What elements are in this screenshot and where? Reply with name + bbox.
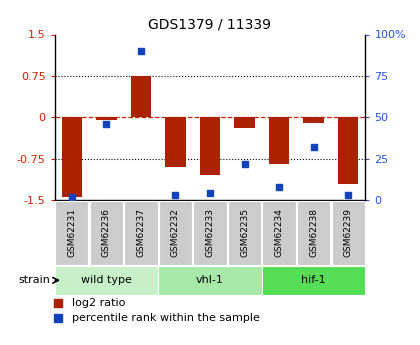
Point xyxy=(54,316,61,321)
Point xyxy=(138,48,144,54)
Bar xyxy=(262,201,296,265)
Bar xyxy=(96,117,117,120)
Point xyxy=(103,121,110,127)
Bar xyxy=(234,117,255,128)
Text: strain: strain xyxy=(18,275,50,285)
Point xyxy=(276,184,282,190)
Text: hif-1: hif-1 xyxy=(301,275,326,285)
Text: wild type: wild type xyxy=(81,275,132,285)
Point xyxy=(345,193,352,198)
Bar xyxy=(55,201,89,265)
Text: GSM62235: GSM62235 xyxy=(240,208,249,257)
Bar xyxy=(131,76,151,117)
Bar xyxy=(194,201,226,265)
Text: GSM62239: GSM62239 xyxy=(344,208,353,257)
Point xyxy=(68,194,75,199)
Bar xyxy=(90,201,123,265)
Bar xyxy=(262,266,365,295)
Point xyxy=(207,191,213,196)
Point xyxy=(172,193,179,198)
Point xyxy=(241,161,248,166)
Title: GDS1379 / 11339: GDS1379 / 11339 xyxy=(149,18,271,32)
Bar xyxy=(200,117,221,175)
Text: GSM62233: GSM62233 xyxy=(205,208,215,257)
Text: GSM62231: GSM62231 xyxy=(67,208,76,257)
Text: GSM62236: GSM62236 xyxy=(102,208,111,257)
Text: percentile rank within the sample: percentile rank within the sample xyxy=(72,313,260,323)
Text: vhl-1: vhl-1 xyxy=(196,275,224,285)
Bar xyxy=(338,117,359,184)
Bar xyxy=(269,117,289,164)
Bar xyxy=(55,266,158,295)
Bar xyxy=(158,266,262,295)
Bar xyxy=(228,201,261,265)
Bar xyxy=(331,201,365,265)
Bar xyxy=(165,117,186,167)
Text: GSM62237: GSM62237 xyxy=(136,208,145,257)
Text: GSM62234: GSM62234 xyxy=(275,208,284,257)
Bar xyxy=(303,117,324,123)
Bar xyxy=(159,201,192,265)
Bar xyxy=(61,117,82,197)
Text: GSM62232: GSM62232 xyxy=(171,208,180,257)
Bar xyxy=(124,201,158,265)
Point xyxy=(310,144,317,150)
Point xyxy=(54,300,61,306)
Bar xyxy=(297,201,330,265)
Text: GSM62238: GSM62238 xyxy=(309,208,318,257)
Text: log2 ratio: log2 ratio xyxy=(72,298,125,308)
